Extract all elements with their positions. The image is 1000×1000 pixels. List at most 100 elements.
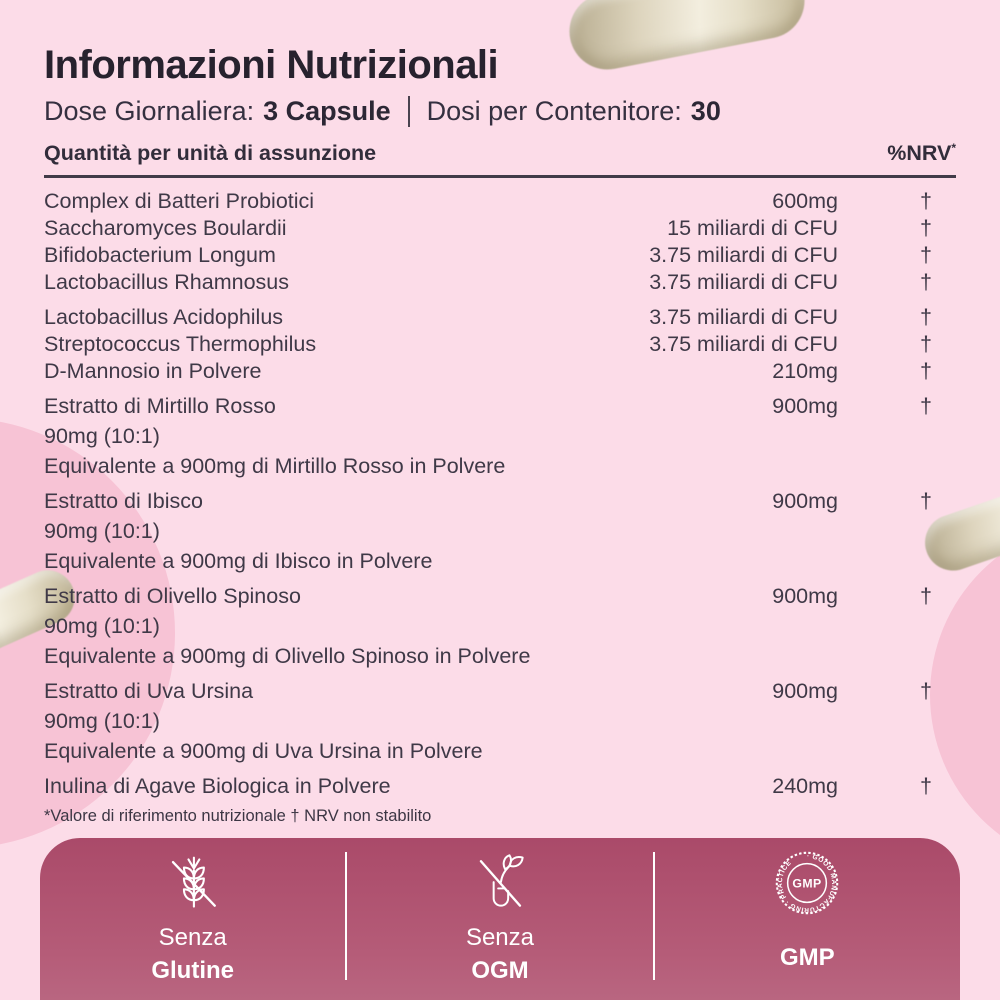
ingredient-name: Complex di Batteri Probiotici: [44, 189, 315, 214]
ingredient-name: Estratto di Mirtillo Rosso: [44, 394, 276, 419]
badge-line1: Senza: [158, 924, 227, 951]
amount-column-header: Quantità per unità di assunzione: [44, 141, 377, 166]
ingredient-name: 90mg (10:1): [44, 424, 160, 449]
badge-line2: GMP: [779, 944, 835, 971]
table-row: Equivalente a 900mg di Uva Ursina in Pol…: [44, 738, 956, 765]
header-divider-rule: [44, 175, 956, 179]
ingredient-name: D-Mannosio in Polvere: [44, 359, 262, 384]
ingredient-amount: 900mg: [772, 679, 838, 704]
table-row: Estratto di Mirtillo Rosso 900mg †: [44, 393, 956, 420]
page-title: Informazioni Nutrizionali: [44, 43, 499, 87]
nrv-dagger: †: [920, 584, 932, 609]
gmo-free-icon: [471, 850, 529, 916]
servings-value: 30: [690, 96, 721, 126]
ingredient-amount: 3.75 miliardi di CFU: [649, 305, 838, 330]
table-row: 90mg (10:1): [44, 518, 956, 545]
gmp-center-text: GMP: [793, 876, 822, 890]
badge-line2: Glutine: [151, 957, 234, 984]
badge-bar: Senza Glutine Senza OGM: [40, 838, 960, 1000]
ingredient-amount: 210mg: [772, 359, 838, 384]
ingredient-amount: 240mg: [772, 774, 838, 799]
ingredient-name: Bifidobacterium Longum: [44, 243, 276, 268]
table-row: Saccharomyces Boulardii 15 miliardi di C…: [44, 215, 956, 242]
vertical-separator: [407, 96, 410, 127]
nrv-dagger: †: [920, 216, 932, 241]
nrv-dagger: †: [920, 359, 932, 384]
nrv-dagger: [896, 453, 956, 480]
badge-divider: [652, 852, 655, 980]
ingredient-amount: 900mg: [772, 584, 838, 609]
nrv-dagger: †: [920, 243, 932, 268]
badge-line1: Senza: [465, 924, 535, 951]
nrv-dagger: †: [920, 489, 932, 514]
table-row: Equivalente a 900mg di Mirtillo Rosso in…: [44, 453, 956, 480]
dose-line: Dose Giornaliera: 3 Capsule Dosi per Con…: [44, 96, 956, 127]
table-row: Estratto di Olivello Spinoso 900mg †: [44, 583, 956, 610]
footnote: *Valore di riferimento nutrizionale † NR…: [44, 807, 432, 826]
nrv-dagger: [896, 738, 956, 765]
ingredient-name: Saccharomyces Boulardii: [44, 216, 287, 241]
ingredient-amount: 600mg: [772, 189, 838, 214]
ingredient-name: Estratto di Uva Ursina: [44, 679, 254, 704]
dose-label: Dose Giornaliera:: [44, 96, 255, 126]
ingredient-name: Equivalente a 900mg di Olivello Spinoso …: [44, 644, 531, 669]
ingredient-amount: 3.75 miliardi di CFU: [649, 270, 838, 295]
nrv-asterisk: *: [951, 141, 956, 155]
ingredient-name: 90mg (10:1): [44, 709, 160, 734]
ingredient-name: Lactobacillus Rhamnosus: [44, 270, 289, 295]
ingredient-amount: 3.75 miliardi di CFU: [649, 332, 838, 357]
ingredient-amount: 900mg: [772, 394, 838, 419]
table-row: 90mg (10:1): [44, 708, 956, 735]
ingredient-name: Inulina di Agave Biologica in Polvere: [44, 774, 391, 799]
badge-gluten-free: Senza Glutine: [40, 838, 345, 1000]
nrv-dagger: [896, 548, 956, 575]
nrv-dagger: †: [920, 332, 932, 357]
servings-label: Dosi per Contenitore:: [426, 96, 682, 126]
nrv-dagger: †: [920, 270, 932, 295]
nrv-dagger: †: [920, 189, 932, 214]
ingredient-name: 90mg (10:1): [44, 614, 160, 639]
gmp-seal-icon: · GOOD MANUFACTURING · PRACTICE GMP: [773, 850, 841, 916]
table-row: Lactobacillus Acidophilus 3.75 miliardi …: [44, 304, 956, 331]
table-row: 90mg (10:1): [44, 613, 956, 640]
nrv-dagger: †: [920, 305, 932, 330]
ingredient-amount: 15 miliardi di CFU: [667, 216, 838, 241]
table-row: Estratto di Uva Ursina 900mg †: [44, 678, 956, 705]
nrv-dagger: [896, 518, 956, 545]
ingredient-name: Lactobacillus Acidophilus: [44, 305, 284, 330]
nrv-column-header: %NRV*: [887, 141, 956, 166]
column-header-row: Quantità per unità di assunzione %NRV*: [44, 141, 956, 166]
table-row: Lactobacillus Rhamnosus 3.75 miliardi di…: [44, 269, 956, 296]
gluten-free-icon: [164, 850, 222, 916]
nrv-dagger: [896, 423, 956, 450]
table-row: Streptococcus Thermophilus 3.75 miliardi…: [44, 331, 956, 358]
ingredient-name: Estratto di Olivello Spinoso: [44, 584, 301, 609]
table-row: Equivalente a 900mg di Ibisco in Polvere: [44, 548, 956, 575]
table-row: Inulina di Agave Biologica in Polvere 24…: [44, 773, 956, 800]
badge-line2: OGM: [471, 957, 529, 984]
table-row: Bifidobacterium Longum 3.75 miliardi di …: [44, 242, 956, 269]
dose-value: 3 Capsule: [263, 96, 391, 126]
ingredient-name: 90mg (10:1): [44, 519, 160, 544]
ingredient-amount: 900mg: [772, 489, 838, 514]
table-row: Complex di Batteri Probiotici 600mg †: [44, 188, 956, 215]
badge-divider: [345, 852, 348, 980]
nutrition-table: Complex di Batteri Probiotici 600mg † Sa…: [44, 188, 956, 800]
nrv-dagger: †: [920, 774, 932, 799]
ingredient-name: Streptococcus Thermophilus: [44, 332, 317, 357]
ingredient-name: Equivalente a 900mg di Mirtillo Rosso in…: [44, 454, 506, 479]
ingredient-name: Equivalente a 900mg di Uva Ursina in Pol…: [44, 739, 483, 764]
table-row: 90mg (10:1): [44, 423, 956, 450]
nrv-dagger: †: [920, 394, 932, 419]
table-row: Equivalente a 900mg di Olivello Spinoso …: [44, 643, 956, 670]
nrv-label: %NRV: [887, 141, 952, 166]
badge-gmo-free: Senza OGM: [347, 838, 652, 1000]
label-content: Informazioni Nutrizionali Dose Giornalie…: [44, 0, 956, 826]
nrv-dagger: [896, 708, 956, 735]
ingredient-name: Equivalente a 900mg di Ibisco in Polvere: [44, 549, 433, 574]
badge-gmp: · GOOD MANUFACTURING · PRACTICE GMP GMP: [655, 838, 960, 1000]
ingredient-name: Estratto di Ibisco: [44, 489, 203, 514]
nrv-dagger: [896, 643, 956, 670]
nrv-dagger: [896, 613, 956, 640]
